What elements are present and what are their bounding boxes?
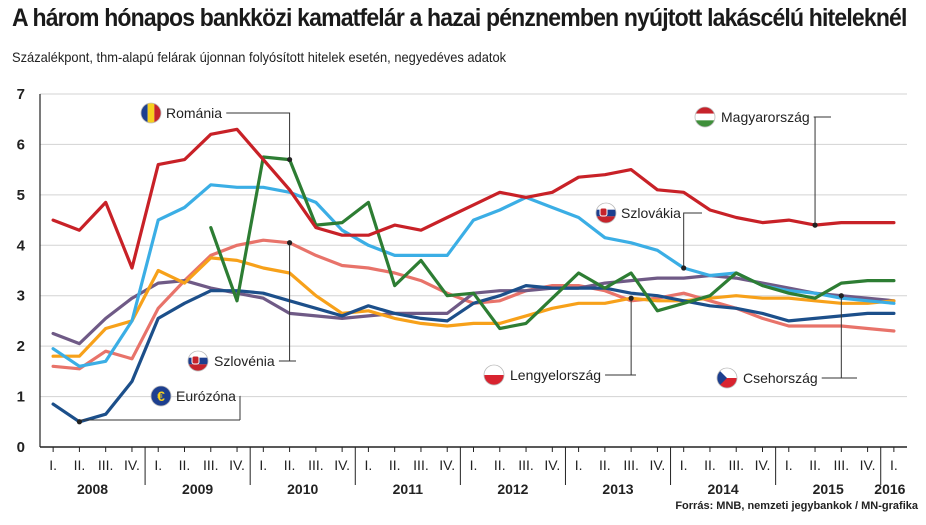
year-label-2008: 2008 bbox=[77, 481, 108, 497]
flag-slovakia-icon bbox=[595, 202, 617, 224]
x-tick-label: IV. bbox=[544, 457, 560, 473]
grid-lines bbox=[40, 93, 907, 398]
y-tick-label: 1 bbox=[17, 389, 25, 406]
y-tick-label: 4 bbox=[17, 237, 26, 254]
callout-dot bbox=[838, 293, 844, 299]
callout-dot bbox=[812, 222, 818, 228]
callout-label-csehorszag: Csehország bbox=[743, 370, 818, 386]
callout-label-eurozona: Eurózóna bbox=[176, 388, 236, 404]
callout-romania: Románia bbox=[140, 102, 293, 163]
callout-label-magyarorszag: Magyarország bbox=[721, 109, 810, 125]
flag-poland-icon bbox=[483, 364, 505, 386]
axes: 0 1 2 3 4 5 6 7 I. II. III. IV. I. II. III. IV. I. II. III… bbox=[17, 86, 907, 497]
x-tick-label: II. bbox=[284, 457, 296, 473]
callout-leader bbox=[630, 298, 636, 376]
series-line-eurozona bbox=[51, 284, 896, 424]
y-tick-label: 0 bbox=[17, 439, 25, 456]
callout-dot bbox=[286, 156, 293, 163]
x-tick-label: III. bbox=[203, 457, 219, 473]
year-label-2012: 2012 bbox=[497, 481, 528, 497]
x-tick-label: III. bbox=[518, 457, 534, 473]
series-line-szlovakia bbox=[51, 183, 896, 368]
x-tick-label: II. bbox=[389, 457, 401, 473]
x-tick-label: I. bbox=[154, 457, 162, 473]
year-label-2011: 2011 bbox=[393, 481, 424, 497]
chart-title: A három hónapos bankközi kamatfelár a ha… bbox=[12, 4, 907, 32]
flag-czech-icon bbox=[716, 367, 738, 389]
flag-slovenia-icon bbox=[187, 350, 209, 372]
x-tick-label: IV. bbox=[649, 457, 665, 473]
x-tick-label: III. bbox=[623, 457, 639, 473]
callout-leader bbox=[268, 112, 291, 160]
x-tick-label: II. bbox=[809, 457, 821, 473]
callout-dot bbox=[76, 419, 83, 425]
x-tick-label: III. bbox=[308, 457, 324, 473]
source-note: Forrás: MNB, nemzeti jegybankok / MN-gra… bbox=[675, 500, 918, 512]
flag-romania-icon bbox=[140, 102, 162, 124]
x-tick-label: III. bbox=[98, 457, 114, 473]
year-label-2009: 2009 bbox=[182, 481, 213, 497]
x-tick-label: II. bbox=[179, 457, 191, 473]
callout-leader bbox=[814, 116, 831, 226]
x-tick-label: I. bbox=[365, 457, 373, 473]
callout-label-szlovenia: Szlovénia bbox=[214, 353, 275, 369]
year-label-2015: 2015 bbox=[813, 481, 844, 497]
x-tick-label: II. bbox=[599, 457, 611, 473]
year-label-2013: 2013 bbox=[602, 481, 633, 497]
x-tick-label: I. bbox=[49, 457, 57, 473]
callout-leader bbox=[78, 419, 240, 422]
callout-leader bbox=[683, 212, 702, 268]
x-tick-label: IV. bbox=[124, 457, 140, 473]
y-tick-label: 3 bbox=[17, 288, 25, 305]
series-line-romania bbox=[209, 155, 896, 331]
y-tick-label: 2 bbox=[17, 338, 25, 355]
x-tick-label: I. bbox=[470, 457, 478, 473]
x-tick-label: IV. bbox=[860, 457, 876, 473]
callout-dot bbox=[681, 265, 687, 271]
year-label-2014: 2014 bbox=[708, 481, 739, 497]
x-tick-label: III. bbox=[728, 457, 744, 473]
x-tick-label: II. bbox=[74, 457, 86, 473]
x-tick-label: IV. bbox=[755, 457, 771, 473]
x-tick-label: II. bbox=[494, 457, 506, 473]
series-line-lengyelorszag bbox=[51, 256, 896, 358]
x-tick-label: IV. bbox=[334, 457, 350, 473]
x-tick-label: IV. bbox=[439, 457, 455, 473]
chart-subtitle: Százalékpont, thm-alapú felárak újonnan … bbox=[12, 49, 507, 65]
series-line-magyarorszag bbox=[51, 127, 896, 270]
year-label-2010: 2010 bbox=[287, 481, 318, 497]
x-tick-label: I. bbox=[785, 457, 793, 473]
year-label-2016: 2016 bbox=[874, 481, 905, 497]
y-tick-label: 7 bbox=[17, 86, 25, 103]
callout-szlovakia: Szlovákia bbox=[595, 202, 702, 271]
callout-csehorszag: Csehország bbox=[716, 293, 857, 389]
callout-dot bbox=[628, 295, 634, 301]
flag-hungary-icon bbox=[694, 106, 716, 128]
callout-magyarorszag: Magyarország bbox=[694, 106, 831, 228]
callout-label-romania: Románia bbox=[166, 105, 222, 121]
series-lines bbox=[51, 127, 896, 424]
x-tick-label: I. bbox=[575, 457, 583, 473]
callout-label-szlovakia: Szlovákia bbox=[621, 205, 681, 221]
callout-dot bbox=[286, 240, 293, 246]
flag-euro-icon: € bbox=[150, 385, 172, 407]
callout-lengyelorszag: Lengyelország bbox=[483, 295, 636, 386]
x-tick-label: IV. bbox=[229, 457, 245, 473]
svg-text:€: € bbox=[157, 388, 165, 404]
callouts: Románia Magyarország Szlovákia Szlovénia € Eu… bbox=[76, 102, 857, 425]
callout-leader bbox=[840, 295, 857, 379]
x-tick-label: I. bbox=[680, 457, 688, 473]
callout-eurozona: € Eurózóna bbox=[76, 385, 241, 425]
y-tick-label: 6 bbox=[17, 136, 25, 153]
x-tick-label: I. bbox=[890, 457, 898, 473]
callout-label-lengyelorszag: Lengyelország bbox=[510, 367, 601, 383]
callout-szlovenia: Szlovénia bbox=[187, 240, 296, 372]
x-tick-label: I. bbox=[259, 457, 267, 473]
x-tick-label: III. bbox=[413, 457, 429, 473]
x-tick-label: III. bbox=[834, 457, 850, 473]
x-tick-label: II. bbox=[704, 457, 716, 473]
y-tick-label: 5 bbox=[17, 187, 25, 204]
